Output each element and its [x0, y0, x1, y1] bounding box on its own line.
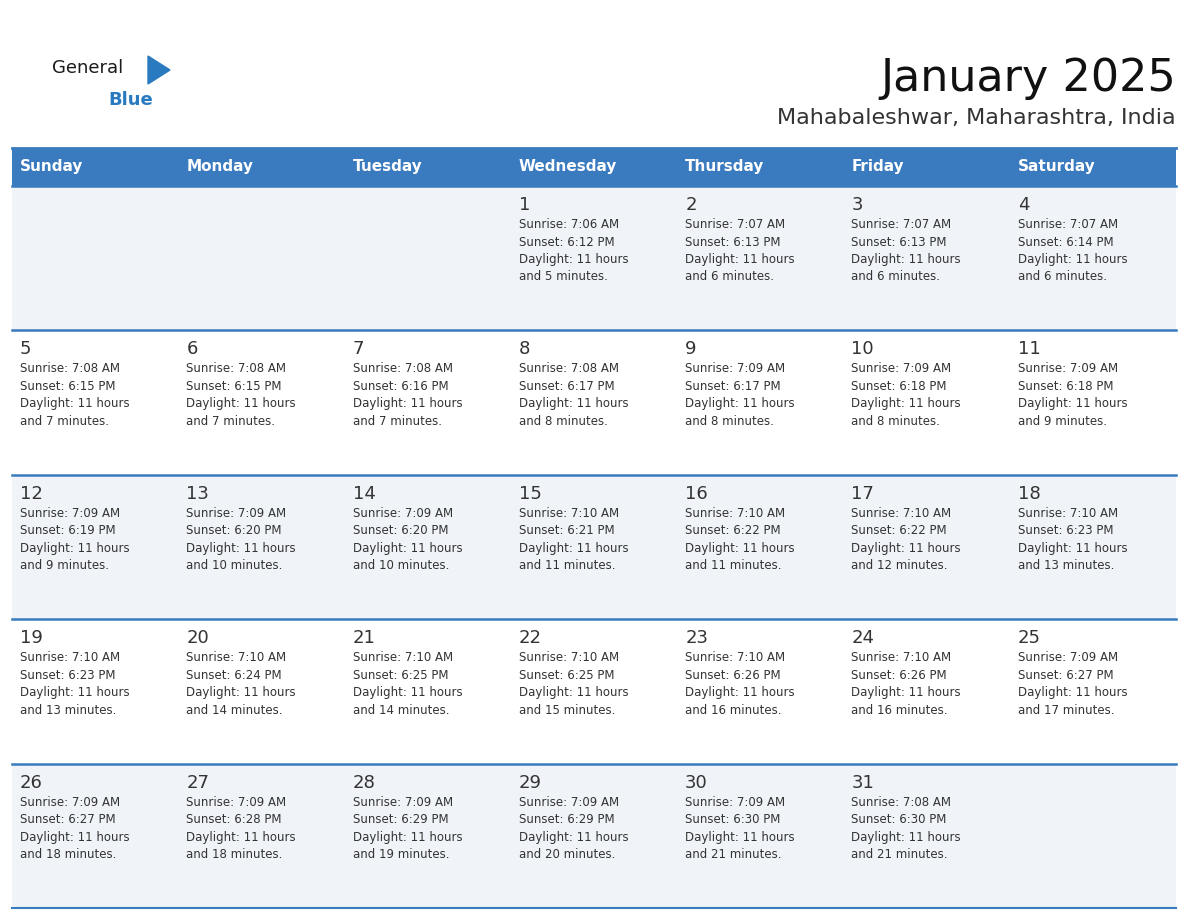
- Text: Sunrise: 7:08 AM
Sunset: 6:30 PM
Daylight: 11 hours
and 21 minutes.: Sunrise: 7:08 AM Sunset: 6:30 PM Dayligh…: [852, 796, 961, 861]
- Text: 20: 20: [187, 629, 209, 647]
- Bar: [677, 148, 843, 186]
- Text: 26: 26: [20, 774, 43, 791]
- Text: 9: 9: [685, 341, 696, 358]
- Bar: [12, 475, 1176, 620]
- Text: General: General: [52, 59, 124, 77]
- Text: 18: 18: [1018, 485, 1041, 503]
- Text: 17: 17: [852, 485, 874, 503]
- Text: Sunrise: 7:09 AM
Sunset: 6:20 PM
Daylight: 11 hours
and 10 minutes.: Sunrise: 7:09 AM Sunset: 6:20 PM Dayligh…: [187, 507, 296, 572]
- Text: Sunrise: 7:10 AM
Sunset: 6:25 PM
Daylight: 11 hours
and 14 minutes.: Sunrise: 7:10 AM Sunset: 6:25 PM Dayligh…: [353, 651, 462, 717]
- Text: Sunrise: 7:09 AM
Sunset: 6:27 PM
Daylight: 11 hours
and 18 minutes.: Sunrise: 7:09 AM Sunset: 6:27 PM Dayligh…: [20, 796, 129, 861]
- Bar: [12, 330, 1176, 475]
- Text: 23: 23: [685, 629, 708, 647]
- Text: 2: 2: [685, 196, 696, 214]
- Text: Sunrise: 7:08 AM
Sunset: 6:15 PM
Daylight: 11 hours
and 7 minutes.: Sunrise: 7:08 AM Sunset: 6:15 PM Dayligh…: [20, 363, 129, 428]
- Text: Sunrise: 7:09 AM
Sunset: 6:27 PM
Daylight: 11 hours
and 17 minutes.: Sunrise: 7:09 AM Sunset: 6:27 PM Dayligh…: [1018, 651, 1127, 717]
- Text: Sunrise: 7:09 AM
Sunset: 6:30 PM
Daylight: 11 hours
and 21 minutes.: Sunrise: 7:09 AM Sunset: 6:30 PM Dayligh…: [685, 796, 795, 861]
- Bar: [843, 148, 1010, 186]
- Text: Sunday: Sunday: [20, 160, 83, 174]
- Text: Sunrise: 7:07 AM
Sunset: 6:13 PM
Daylight: 11 hours
and 6 minutes.: Sunrise: 7:07 AM Sunset: 6:13 PM Dayligh…: [685, 218, 795, 284]
- Text: 5: 5: [20, 341, 32, 358]
- Bar: [12, 620, 1176, 764]
- Text: Saturday: Saturday: [1018, 160, 1095, 174]
- Text: 25: 25: [1018, 629, 1041, 647]
- Text: Sunrise: 7:10 AM
Sunset: 6:24 PM
Daylight: 11 hours
and 14 minutes.: Sunrise: 7:10 AM Sunset: 6:24 PM Dayligh…: [187, 651, 296, 717]
- Text: Monday: Monday: [187, 160, 253, 174]
- Text: Sunrise: 7:09 AM
Sunset: 6:20 PM
Daylight: 11 hours
and 10 minutes.: Sunrise: 7:09 AM Sunset: 6:20 PM Dayligh…: [353, 507, 462, 572]
- Text: 29: 29: [519, 774, 542, 791]
- Text: Sunrise: 7:09 AM
Sunset: 6:29 PM
Daylight: 11 hours
and 19 minutes.: Sunrise: 7:09 AM Sunset: 6:29 PM Dayligh…: [353, 796, 462, 861]
- Text: Wednesday: Wednesday: [519, 160, 618, 174]
- Bar: [345, 148, 511, 186]
- Text: 8: 8: [519, 341, 530, 358]
- Text: 3: 3: [852, 196, 862, 214]
- Text: Sunrise: 7:06 AM
Sunset: 6:12 PM
Daylight: 11 hours
and 5 minutes.: Sunrise: 7:06 AM Sunset: 6:12 PM Dayligh…: [519, 218, 628, 284]
- Text: Blue: Blue: [108, 91, 153, 109]
- Text: 10: 10: [852, 341, 874, 358]
- Text: Sunrise: 7:08 AM
Sunset: 6:17 PM
Daylight: 11 hours
and 8 minutes.: Sunrise: 7:08 AM Sunset: 6:17 PM Dayligh…: [519, 363, 628, 428]
- Text: Sunrise: 7:10 AM
Sunset: 6:23 PM
Daylight: 11 hours
and 13 minutes.: Sunrise: 7:10 AM Sunset: 6:23 PM Dayligh…: [1018, 507, 1127, 572]
- Bar: [12, 186, 1176, 330]
- Text: Sunrise: 7:08 AM
Sunset: 6:15 PM
Daylight: 11 hours
and 7 minutes.: Sunrise: 7:08 AM Sunset: 6:15 PM Dayligh…: [187, 363, 296, 428]
- Text: 28: 28: [353, 774, 375, 791]
- Text: Sunrise: 7:10 AM
Sunset: 6:25 PM
Daylight: 11 hours
and 15 minutes.: Sunrise: 7:10 AM Sunset: 6:25 PM Dayligh…: [519, 651, 628, 717]
- Text: 15: 15: [519, 485, 542, 503]
- Text: Sunrise: 7:10 AM
Sunset: 6:21 PM
Daylight: 11 hours
and 11 minutes.: Sunrise: 7:10 AM Sunset: 6:21 PM Dayligh…: [519, 507, 628, 572]
- Text: Sunrise: 7:09 AM
Sunset: 6:28 PM
Daylight: 11 hours
and 18 minutes.: Sunrise: 7:09 AM Sunset: 6:28 PM Dayligh…: [187, 796, 296, 861]
- Text: Sunrise: 7:10 AM
Sunset: 6:26 PM
Daylight: 11 hours
and 16 minutes.: Sunrise: 7:10 AM Sunset: 6:26 PM Dayligh…: [685, 651, 795, 717]
- Bar: [178, 148, 345, 186]
- Text: Sunrise: 7:07 AM
Sunset: 6:14 PM
Daylight: 11 hours
and 6 minutes.: Sunrise: 7:07 AM Sunset: 6:14 PM Dayligh…: [1018, 218, 1127, 284]
- Text: 22: 22: [519, 629, 542, 647]
- Bar: [12, 148, 178, 186]
- Text: Sunrise: 7:09 AM
Sunset: 6:17 PM
Daylight: 11 hours
and 8 minutes.: Sunrise: 7:09 AM Sunset: 6:17 PM Dayligh…: [685, 363, 795, 428]
- Text: 12: 12: [20, 485, 43, 503]
- Polygon shape: [148, 56, 170, 84]
- Text: Sunrise: 7:10 AM
Sunset: 6:26 PM
Daylight: 11 hours
and 16 minutes.: Sunrise: 7:10 AM Sunset: 6:26 PM Dayligh…: [852, 651, 961, 717]
- Text: Sunrise: 7:10 AM
Sunset: 6:22 PM
Daylight: 11 hours
and 12 minutes.: Sunrise: 7:10 AM Sunset: 6:22 PM Dayligh…: [852, 507, 961, 572]
- Text: Sunrise: 7:09 AM
Sunset: 6:19 PM
Daylight: 11 hours
and 9 minutes.: Sunrise: 7:09 AM Sunset: 6:19 PM Dayligh…: [20, 507, 129, 572]
- Text: Sunrise: 7:08 AM
Sunset: 6:16 PM
Daylight: 11 hours
and 7 minutes.: Sunrise: 7:08 AM Sunset: 6:16 PM Dayligh…: [353, 363, 462, 428]
- Bar: [511, 148, 677, 186]
- Text: Friday: Friday: [852, 160, 904, 174]
- Text: 30: 30: [685, 774, 708, 791]
- Text: Sunrise: 7:09 AM
Sunset: 6:18 PM
Daylight: 11 hours
and 8 minutes.: Sunrise: 7:09 AM Sunset: 6:18 PM Dayligh…: [852, 363, 961, 428]
- Text: 31: 31: [852, 774, 874, 791]
- Text: Sunrise: 7:10 AM
Sunset: 6:22 PM
Daylight: 11 hours
and 11 minutes.: Sunrise: 7:10 AM Sunset: 6:22 PM Dayligh…: [685, 507, 795, 572]
- Text: 27: 27: [187, 774, 209, 791]
- Text: 16: 16: [685, 485, 708, 503]
- Text: Sunrise: 7:07 AM
Sunset: 6:13 PM
Daylight: 11 hours
and 6 minutes.: Sunrise: 7:07 AM Sunset: 6:13 PM Dayligh…: [852, 218, 961, 284]
- Text: Sunrise: 7:09 AM
Sunset: 6:29 PM
Daylight: 11 hours
and 20 minutes.: Sunrise: 7:09 AM Sunset: 6:29 PM Dayligh…: [519, 796, 628, 861]
- Text: 1: 1: [519, 196, 530, 214]
- Text: Sunrise: 7:09 AM
Sunset: 6:18 PM
Daylight: 11 hours
and 9 minutes.: Sunrise: 7:09 AM Sunset: 6:18 PM Dayligh…: [1018, 363, 1127, 428]
- Text: 24: 24: [852, 629, 874, 647]
- Text: 4: 4: [1018, 196, 1029, 214]
- Text: 21: 21: [353, 629, 375, 647]
- Text: Thursday: Thursday: [685, 160, 765, 174]
- Bar: [12, 764, 1176, 908]
- Text: Tuesday: Tuesday: [353, 160, 422, 174]
- Text: 14: 14: [353, 485, 375, 503]
- Text: January 2025: January 2025: [880, 57, 1176, 99]
- Text: 11: 11: [1018, 341, 1041, 358]
- Text: 7: 7: [353, 341, 364, 358]
- Text: Mahabaleshwar, Maharashtra, India: Mahabaleshwar, Maharashtra, India: [777, 108, 1176, 128]
- Text: 13: 13: [187, 485, 209, 503]
- Bar: [1010, 148, 1176, 186]
- Text: 19: 19: [20, 629, 43, 647]
- Text: Sunrise: 7:10 AM
Sunset: 6:23 PM
Daylight: 11 hours
and 13 minutes.: Sunrise: 7:10 AM Sunset: 6:23 PM Dayligh…: [20, 651, 129, 717]
- Text: 6: 6: [187, 341, 197, 358]
